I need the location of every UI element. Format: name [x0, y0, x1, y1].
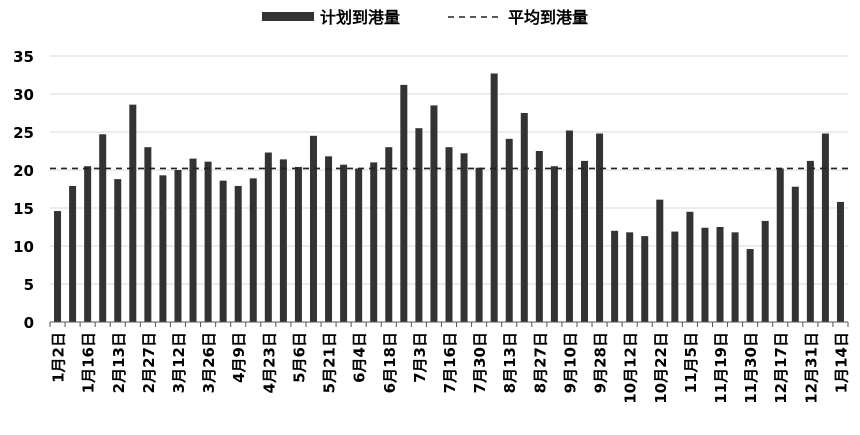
x-tick-label: 9月28日 [592, 332, 610, 393]
y-tick-label: 0 [24, 314, 34, 332]
bar [430, 105, 438, 323]
x-tick-label: 10月22日 [652, 332, 670, 404]
bar [309, 135, 317, 322]
x-tick-label: 2月13日 [110, 332, 128, 393]
bar [565, 130, 573, 322]
x-tick-label: 4月23日 [260, 332, 278, 393]
x-tick-label: 1月2日 [50, 332, 68, 383]
bar [520, 113, 528, 322]
bar [84, 166, 92, 322]
bar [69, 185, 77, 322]
bar [159, 175, 167, 322]
y-tick-label: 10 [13, 238, 34, 256]
bar [746, 249, 754, 322]
bar [776, 168, 784, 322]
x-tick-label: 10月12日 [622, 332, 640, 404]
x-tick-label: 6月4日 [351, 332, 369, 383]
bar [535, 151, 543, 322]
y-axis: 0 5 10 15 20 25 30 35 [13, 48, 34, 332]
bar [641, 236, 649, 322]
bar [204, 161, 212, 322]
legend-line-label: 平均到港量 [508, 8, 588, 27]
bar [505, 138, 513, 322]
bar [174, 170, 182, 322]
bar [54, 211, 62, 322]
x-tick-label: 12月17日 [772, 332, 790, 404]
bar [189, 158, 197, 322]
bar [249, 178, 257, 322]
bar [626, 232, 634, 322]
bar [445, 147, 453, 322]
bar [716, 227, 724, 322]
bar [294, 166, 302, 322]
x-tick-label: 6月18日 [381, 332, 399, 393]
x-tick-label: 5月21日 [321, 332, 339, 393]
bar [129, 104, 137, 322]
x-tick-label: 7月3日 [411, 332, 429, 383]
y-tick-label: 20 [13, 162, 34, 180]
bar [370, 162, 378, 322]
bar [731, 232, 739, 322]
bars [54, 73, 844, 323]
bar [671, 231, 679, 322]
x-tick-label: 1月14日 [832, 332, 850, 393]
bar [325, 156, 333, 322]
bar [234, 185, 242, 322]
bar [99, 134, 107, 322]
x-axis: 1月2日 1月16日 2月13日 2月27日 3月12日 3月26日 4月9日 4月23日 5月… [49, 321, 850, 404]
bar [701, 227, 709, 322]
x-tick-label: 8月13日 [501, 332, 519, 393]
y-tick-label: 25 [13, 124, 34, 142]
x-tick-label: 8月27日 [531, 332, 549, 393]
x-tick-label: 3月26日 [200, 332, 218, 393]
y-tick-label: 5 [24, 276, 34, 294]
bar [581, 160, 589, 322]
bar [611, 230, 619, 322]
x-tick-label: 9月10日 [561, 332, 579, 393]
x-tick-label: 11月30日 [742, 332, 760, 404]
bar [806, 160, 814, 322]
bar [144, 147, 152, 322]
bar [355, 168, 363, 322]
legend: 计划到港量 平均到港量 [262, 8, 588, 27]
y-tick-label: 30 [13, 86, 34, 104]
bar [821, 133, 829, 322]
x-tick-label: 5月6日 [290, 332, 308, 383]
bar [279, 159, 287, 322]
x-tick-label: 2月27日 [140, 332, 158, 393]
y-tick-label: 35 [13, 48, 34, 66]
legend-bar-swatch [262, 12, 314, 21]
x-tick-label: 11月19日 [712, 332, 730, 404]
bar [340, 164, 348, 322]
bar [219, 180, 227, 322]
legend-bar-label: 计划到港量 [320, 8, 400, 27]
bar [460, 153, 468, 322]
bar [791, 186, 799, 322]
bar [761, 220, 769, 322]
bar [490, 73, 498, 322]
y-tick-label: 15 [13, 200, 34, 218]
bar [475, 167, 483, 322]
bar [264, 152, 272, 322]
x-tick-label: 11月5日 [682, 332, 700, 393]
x-tick-label: 4月9日 [230, 332, 248, 383]
bar [550, 166, 558, 322]
bar [385, 147, 393, 322]
bar [114, 179, 122, 322]
bar [686, 211, 694, 322]
bar [596, 133, 604, 322]
x-tick-label: 12月31日 [802, 332, 820, 404]
x-tick-label: 3月12日 [170, 332, 188, 393]
bar [656, 199, 664, 322]
bar [836, 201, 844, 322]
bar [415, 128, 423, 322]
x-tick-label: 1月16日 [80, 332, 98, 393]
x-tick-label: 7月16日 [441, 332, 459, 393]
x-tick-label: 7月30日 [471, 332, 489, 393]
bar [400, 84, 408, 322]
